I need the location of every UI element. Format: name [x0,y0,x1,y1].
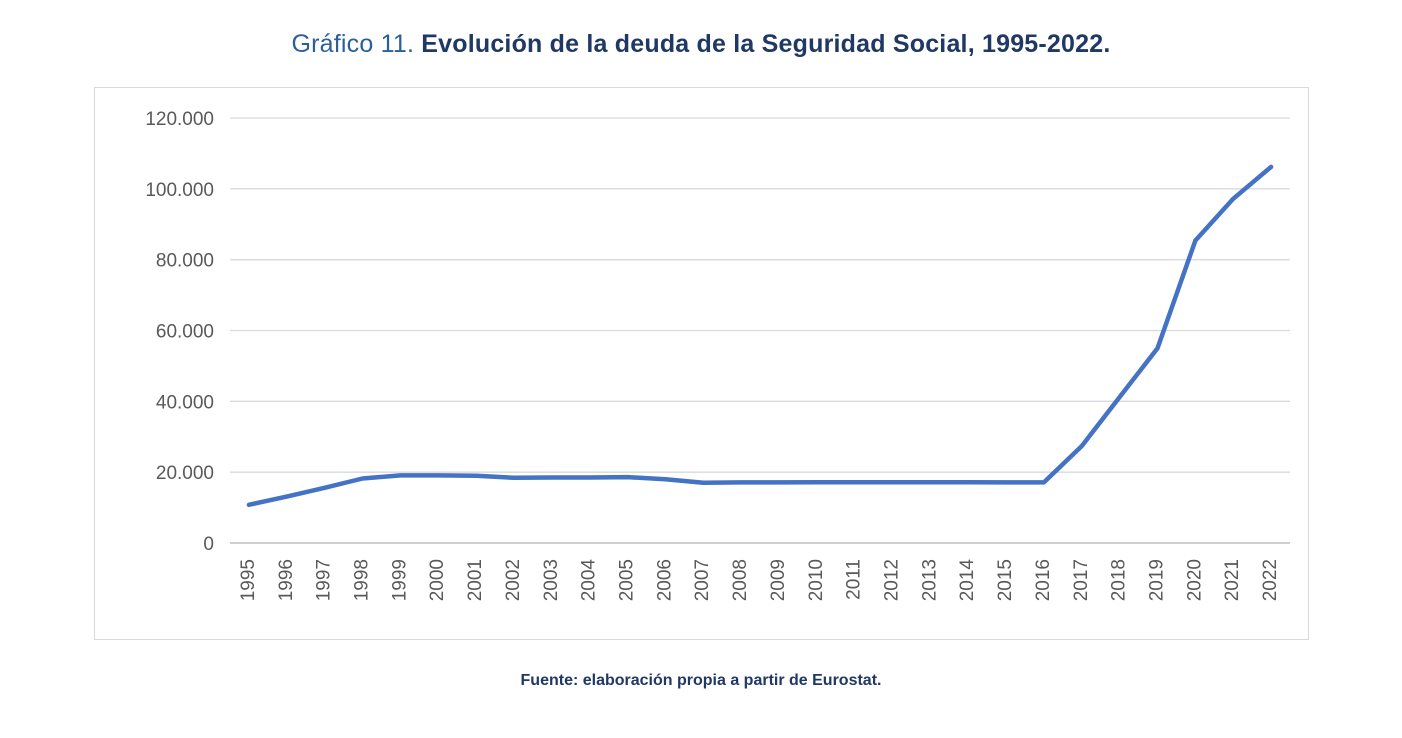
y-tick-label: 20.000 [155,463,213,484]
x-tick-label: 2000 [427,559,448,601]
x-tick-label: 2008 [730,559,751,601]
y-tick-label: 100.000 [145,180,214,201]
x-tick-label: 2022 [1260,559,1281,601]
x-tick-label: 2020 [1184,559,1205,601]
x-tick-label: 2013 [919,559,940,601]
x-tick-label: 2014 [957,559,978,602]
x-tick-label: 2017 [1070,559,1091,601]
y-tick-label: 120.000 [145,109,214,130]
x-tick-label: 2009 [767,559,788,601]
y-tick-label: 0 [203,534,214,555]
x-tick-label: 2007 [692,559,713,601]
chart-title-main: Evolución de la deuda de la Seguridad So… [421,30,1111,58]
data-line-series [246,164,1273,508]
x-tick-label: 2006 [654,559,675,601]
x-tick-label: 2012 [881,559,902,601]
x-tick-label: 2005 [616,559,637,601]
x-tick-label: 2015 [995,559,1016,601]
x-tick-label: 1997 [313,559,334,601]
x-tick-label: 2021 [1222,559,1243,601]
chart-area: 0 20.000 40.000 60.000 80.000 100.000 120.000 1… [93,87,1309,640]
x-tick-label: 1999 [389,559,410,601]
x-tick-label: 2001 [465,559,486,601]
x-tick-label: 2019 [1146,559,1167,601]
y-tick-label: 80.000 [155,251,213,272]
chart-title-prefix: Gráfico 11. [291,30,422,58]
x-tick-label: 2018 [1108,559,1129,601]
chart-source-caption: Fuente: elaboración propia a partir de E… [520,672,882,689]
x-tick-label: 2004 [578,559,599,602]
x-tick-label: 1998 [351,559,372,601]
chart-title: Gráfico 11. Evolución de la deuda de la … [0,0,1402,59]
line-chart-svg: 0 20.000 40.000 60.000 80.000 100.000 120.000 1… [145,109,1290,602]
y-tick-label: 60.000 [155,322,213,343]
x-tick-label: 1996 [275,559,296,601]
x-tick-label: 2002 [502,559,523,601]
x-tick-label: 2010 [805,559,826,601]
y-tick-label: 40.000 [155,392,213,413]
x-tick-label: 2011 [843,559,864,600]
x-tick-label: 2003 [540,559,561,601]
x-tick-label: 2016 [1032,559,1053,601]
x-tick-label: 1995 [237,559,258,601]
